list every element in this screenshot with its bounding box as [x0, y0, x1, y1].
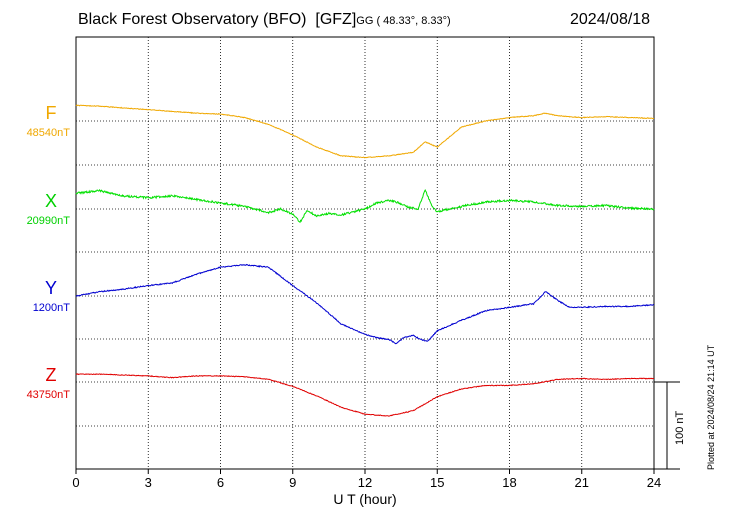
plotted-timestamp: Plotted at 2024/08/24 21:14 UT	[706, 344, 716, 470]
channel-letter-y: Y	[44, 278, 57, 298]
channel-letter-f: F	[45, 103, 57, 123]
channel-baseline-y: 1200nT	[32, 302, 70, 314]
channel-baseline-z: 43750nT	[26, 389, 70, 401]
channel-baseline-f: 48540nT	[26, 127, 70, 139]
x-tick-label: 9	[289, 475, 296, 490]
x-tick-label: 6	[217, 475, 224, 490]
geo-coords: GG ( 48.33°, 8.33°)	[356, 15, 451, 27]
channel-letter-x: X	[44, 191, 57, 211]
x-tick-label: 0	[72, 475, 79, 490]
x-axis-label: U T (hour)	[333, 491, 396, 507]
series-x-line	[75, 189, 655, 224]
date-label: 2024/08/18	[570, 11, 651, 28]
scale-bar: 100 nT	[654, 381, 686, 470]
x-axis-ticks: 0 3 6 9 12 15 18 21 24	[72, 469, 661, 490]
grid-lines	[76, 37, 654, 469]
x-tick-label: 15	[430, 475, 444, 490]
channel-letter-z: Z	[45, 365, 57, 385]
scale-bar-label: 100 nT	[674, 410, 686, 445]
series-f-line	[75, 104, 655, 159]
observatory-title: Black Forest Observatory (BFO) [GFZ]GG (…	[78, 11, 451, 29]
channel-baseline-x: 20990nT	[26, 215, 70, 227]
x-tick-label: 21	[575, 475, 589, 490]
institute-label: [GFZ]	[315, 11, 357, 28]
series-z-line	[75, 373, 654, 417]
x-tick-label: 3	[145, 475, 152, 490]
x-tick-label: 12	[358, 475, 372, 490]
series-lines	[75, 104, 655, 417]
observatory-name: Black Forest Observatory (BFO)	[78, 11, 307, 28]
series-y-line	[75, 263, 655, 345]
x-tick-label: 18	[502, 475, 516, 490]
x-tick-label: 24	[647, 475, 661, 490]
